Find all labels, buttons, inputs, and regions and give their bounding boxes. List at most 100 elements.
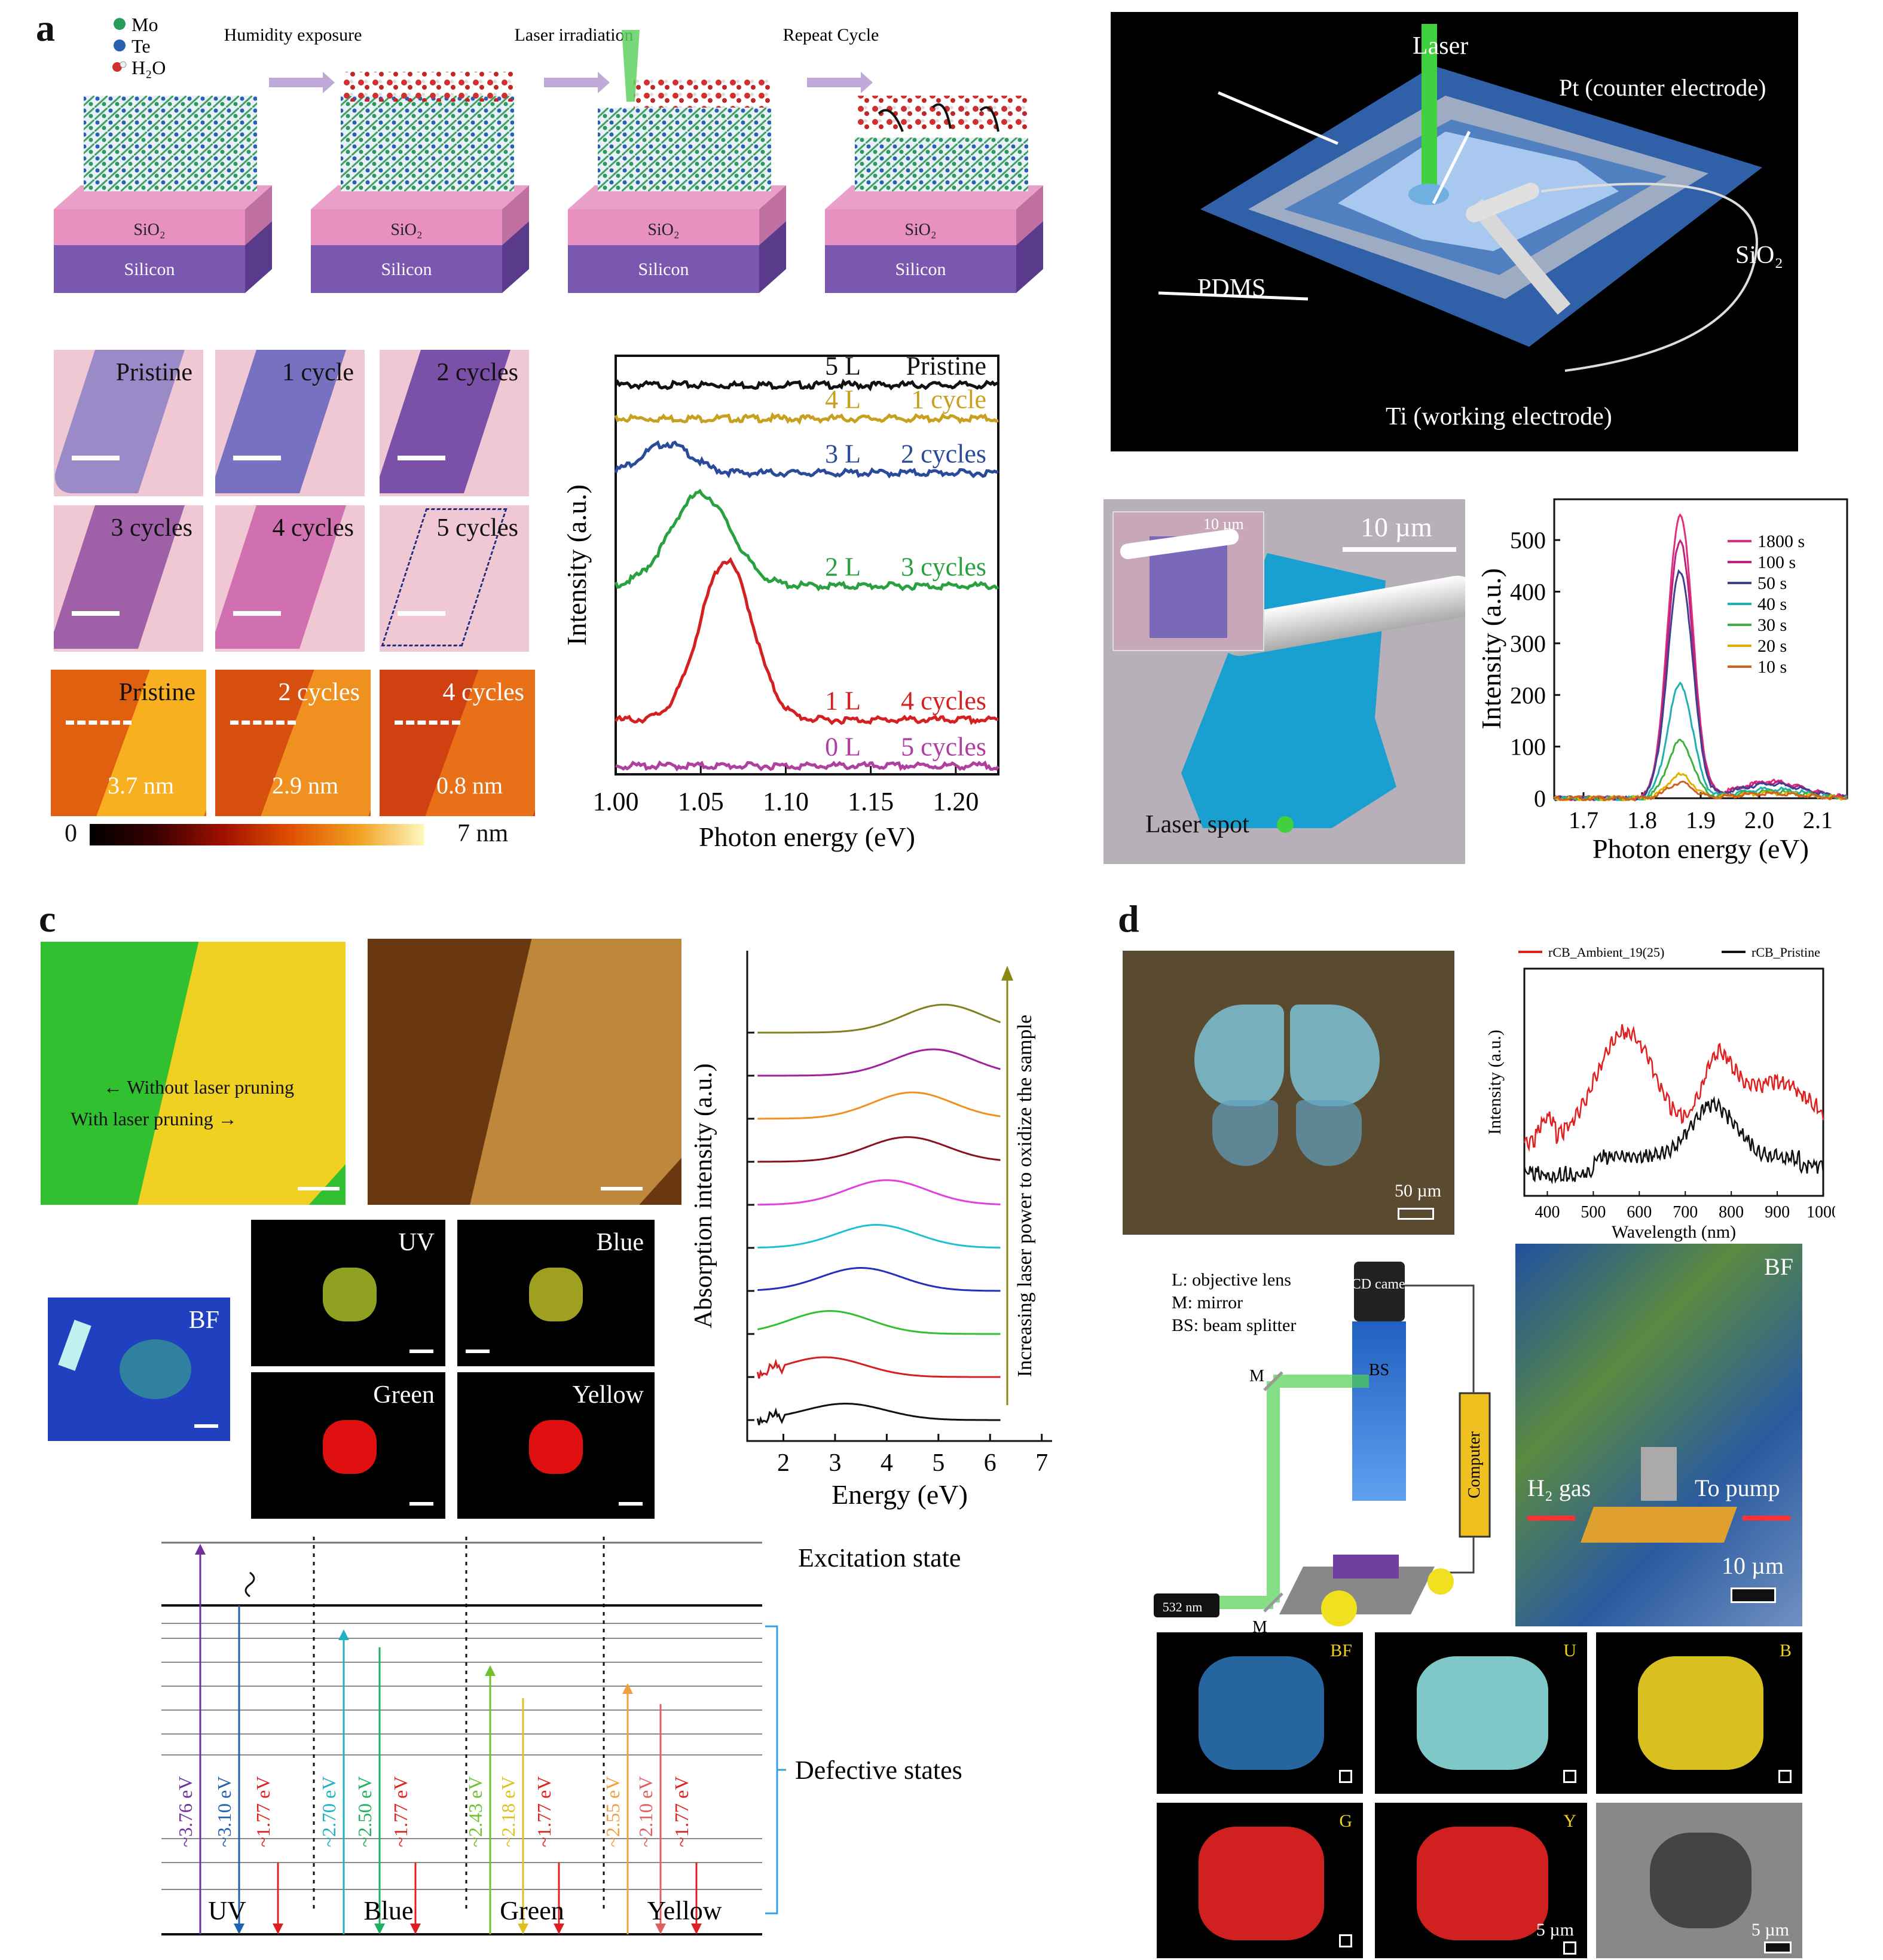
transition-energy-label: ~1.77 eV <box>390 1776 411 1848</box>
optical-pristine: Pristine <box>54 350 203 496</box>
chart-d-spectra: 400 500 600 700 800 900 1000 Wavelength (nm) Int… <box>1485 945 1835 1242</box>
beam-splitter-icon <box>1352 1321 1406 1501</box>
pointer-arrow-icon <box>1218 91 1338 145</box>
y-tick-label: 300 <box>1510 630 1546 657</box>
optical-2-cycles: 2 cycles <box>380 350 529 496</box>
label-pt: Pt (counter electrode) <box>1559 74 1766 101</box>
legend-entry: 100 s <box>1757 552 1796 572</box>
svg-text:SiO₂: SiO₂ <box>390 221 422 239</box>
transition-energy-label: ~3.76 eV <box>175 1776 196 1848</box>
series-line <box>757 1136 1001 1163</box>
series-line <box>756 1403 1001 1425</box>
x-tick-label: 1.05 <box>678 787 724 816</box>
panel-d-bf-cell: BF H₂ gas To pump 10 µm <box>1515 1244 1802 1626</box>
svg-text:CCD camera: CCD camera <box>1342 1277 1417 1292</box>
transition-energy-label: ~2.50 eV <box>354 1776 375 1848</box>
d-fluor-g: G <box>1157 1803 1363 1958</box>
afm-colorbar <box>90 824 424 845</box>
svg-text:SiO₂: SiO₂ <box>904 221 936 239</box>
series-line <box>757 1091 1001 1120</box>
pointer-arrow-icon <box>1158 291 1309 301</box>
transition-arrow-head <box>518 1924 528 1934</box>
d-sem: 5 µm <box>1596 1803 1802 1958</box>
svg-text:Silicon: Silicon <box>638 259 689 279</box>
laser-spot-label: Laser spot <box>1145 811 1249 838</box>
x-tick-label: 1.10 <box>763 787 809 816</box>
plot-axes <box>746 951 1052 1442</box>
fluor-green: Green <box>251 1372 445 1519</box>
label-pdms: PDMS <box>1197 274 1265 302</box>
series-label: 1 cycle <box>911 385 986 414</box>
y-tick-label: 200 <box>1510 682 1546 709</box>
series-line <box>614 378 999 392</box>
svg-text:SiO₂: SiO₂ <box>133 221 165 239</box>
fluor-yellow: Yellow <box>457 1372 655 1519</box>
x-tick-label: 500 <box>1581 1203 1606 1222</box>
transition-arrow-head <box>554 1924 564 1934</box>
x-axis-label: Photon energy (eV) <box>699 822 915 852</box>
x-tick-label: 700 <box>1673 1203 1698 1222</box>
y-axis-label: Intensity (a.u.) <box>1485 1030 1505 1135</box>
series-label: Pristine <box>906 352 986 381</box>
x-tick-label: 5 <box>932 1449 944 1477</box>
panel-d-label: d <box>1118 897 1139 940</box>
legend-te: Te <box>132 35 151 57</box>
svg-text:532 nm: 532 nm <box>1163 1599 1203 1614</box>
stack-2: SiO₂ Silicon <box>311 72 529 293</box>
svg-text:M: M <box>1249 1367 1264 1385</box>
x-tick-label: 1.8 <box>1627 807 1657 834</box>
laser-source-icon <box>1154 1593 1219 1617</box>
optical-4-cycles: 4 cycles <box>215 505 365 652</box>
transition-arrow-head <box>622 1683 633 1694</box>
legend-entry: rCB_Ambient_19(25) <box>1548 945 1664 960</box>
step-laser: Laser irradiation <box>514 25 633 45</box>
step-arrow-icon <box>544 72 610 93</box>
series-label: 5 L <box>825 352 861 381</box>
svg-text:L: objective lens: L: objective lens <box>1172 1270 1291 1290</box>
x-tick-label: 2.1 <box>1803 807 1833 834</box>
y-tick-label: 0 <box>1534 785 1546 812</box>
step-arrow-icon <box>807 72 873 93</box>
svg-text:Silicon: Silicon <box>381 259 432 279</box>
y-axis-label: Intensity (a.u.) <box>561 484 592 646</box>
series-line <box>757 1179 1001 1206</box>
plot-frame <box>1523 967 1824 1197</box>
x-tick-label: 900 <box>1765 1203 1790 1222</box>
group-green: Green <box>500 1896 564 1925</box>
series-line <box>757 1267 1001 1292</box>
laser-beam-icon <box>1422 24 1437 191</box>
group-uv: UV <box>208 1896 246 1925</box>
laser-spot-icon <box>1277 816 1294 833</box>
scale-main: 10 µm <box>1361 512 1432 542</box>
afm-pristine: Pristine 3.7 nm <box>51 670 206 816</box>
x-tick-label: 1.15 <box>848 787 894 816</box>
series-label: 1 L <box>825 686 861 716</box>
optical-3-cycles: 3 cycles <box>54 505 203 652</box>
series-line <box>614 557 999 725</box>
colorbar-min: 0 <box>65 820 77 847</box>
panel-b-micrograph: 10 µm 10 µm Laser spot <box>1103 499 1465 864</box>
svg-text:BS: BS <box>1369 1361 1389 1379</box>
series-line <box>615 760 999 772</box>
x-axis-label: Wavelength (nm) <box>1612 1222 1736 1242</box>
fluor-uv: UV <box>251 1220 445 1366</box>
butterfly-image: 50 µm <box>1123 951 1454 1235</box>
transition-arrow-head <box>273 1924 283 1934</box>
legend-entry: 50 s <box>1757 573 1787 593</box>
series-label: 2 cycles <box>901 439 986 469</box>
x-axis-label: Photon energy (eV) <box>1592 834 1809 864</box>
step-repeat: Repeat Cycle <box>783 25 879 45</box>
legend-entry: 40 s <box>1757 594 1787 614</box>
y-tick-label: 500 <box>1510 527 1546 554</box>
panel-c-afm-phase: ← Without laser pruning With laser pruni… <box>41 942 346 1205</box>
svg-text:Computer: Computer <box>1465 1431 1484 1498</box>
legend-mo: Mo <box>132 14 158 35</box>
label-laser: Laser <box>1413 32 1468 60</box>
fluor-blue: Blue <box>457 1220 655 1366</box>
series-line <box>614 440 999 479</box>
transition-arrow-head <box>410 1924 421 1934</box>
panel-a-label: a <box>36 7 55 49</box>
series-label: 4 cycles <box>901 686 986 716</box>
step-arrow-icon <box>269 72 335 93</box>
panel-a-schematic: Mo Te H₂O Humidity exposure Laser irradi… <box>54 14 1043 293</box>
